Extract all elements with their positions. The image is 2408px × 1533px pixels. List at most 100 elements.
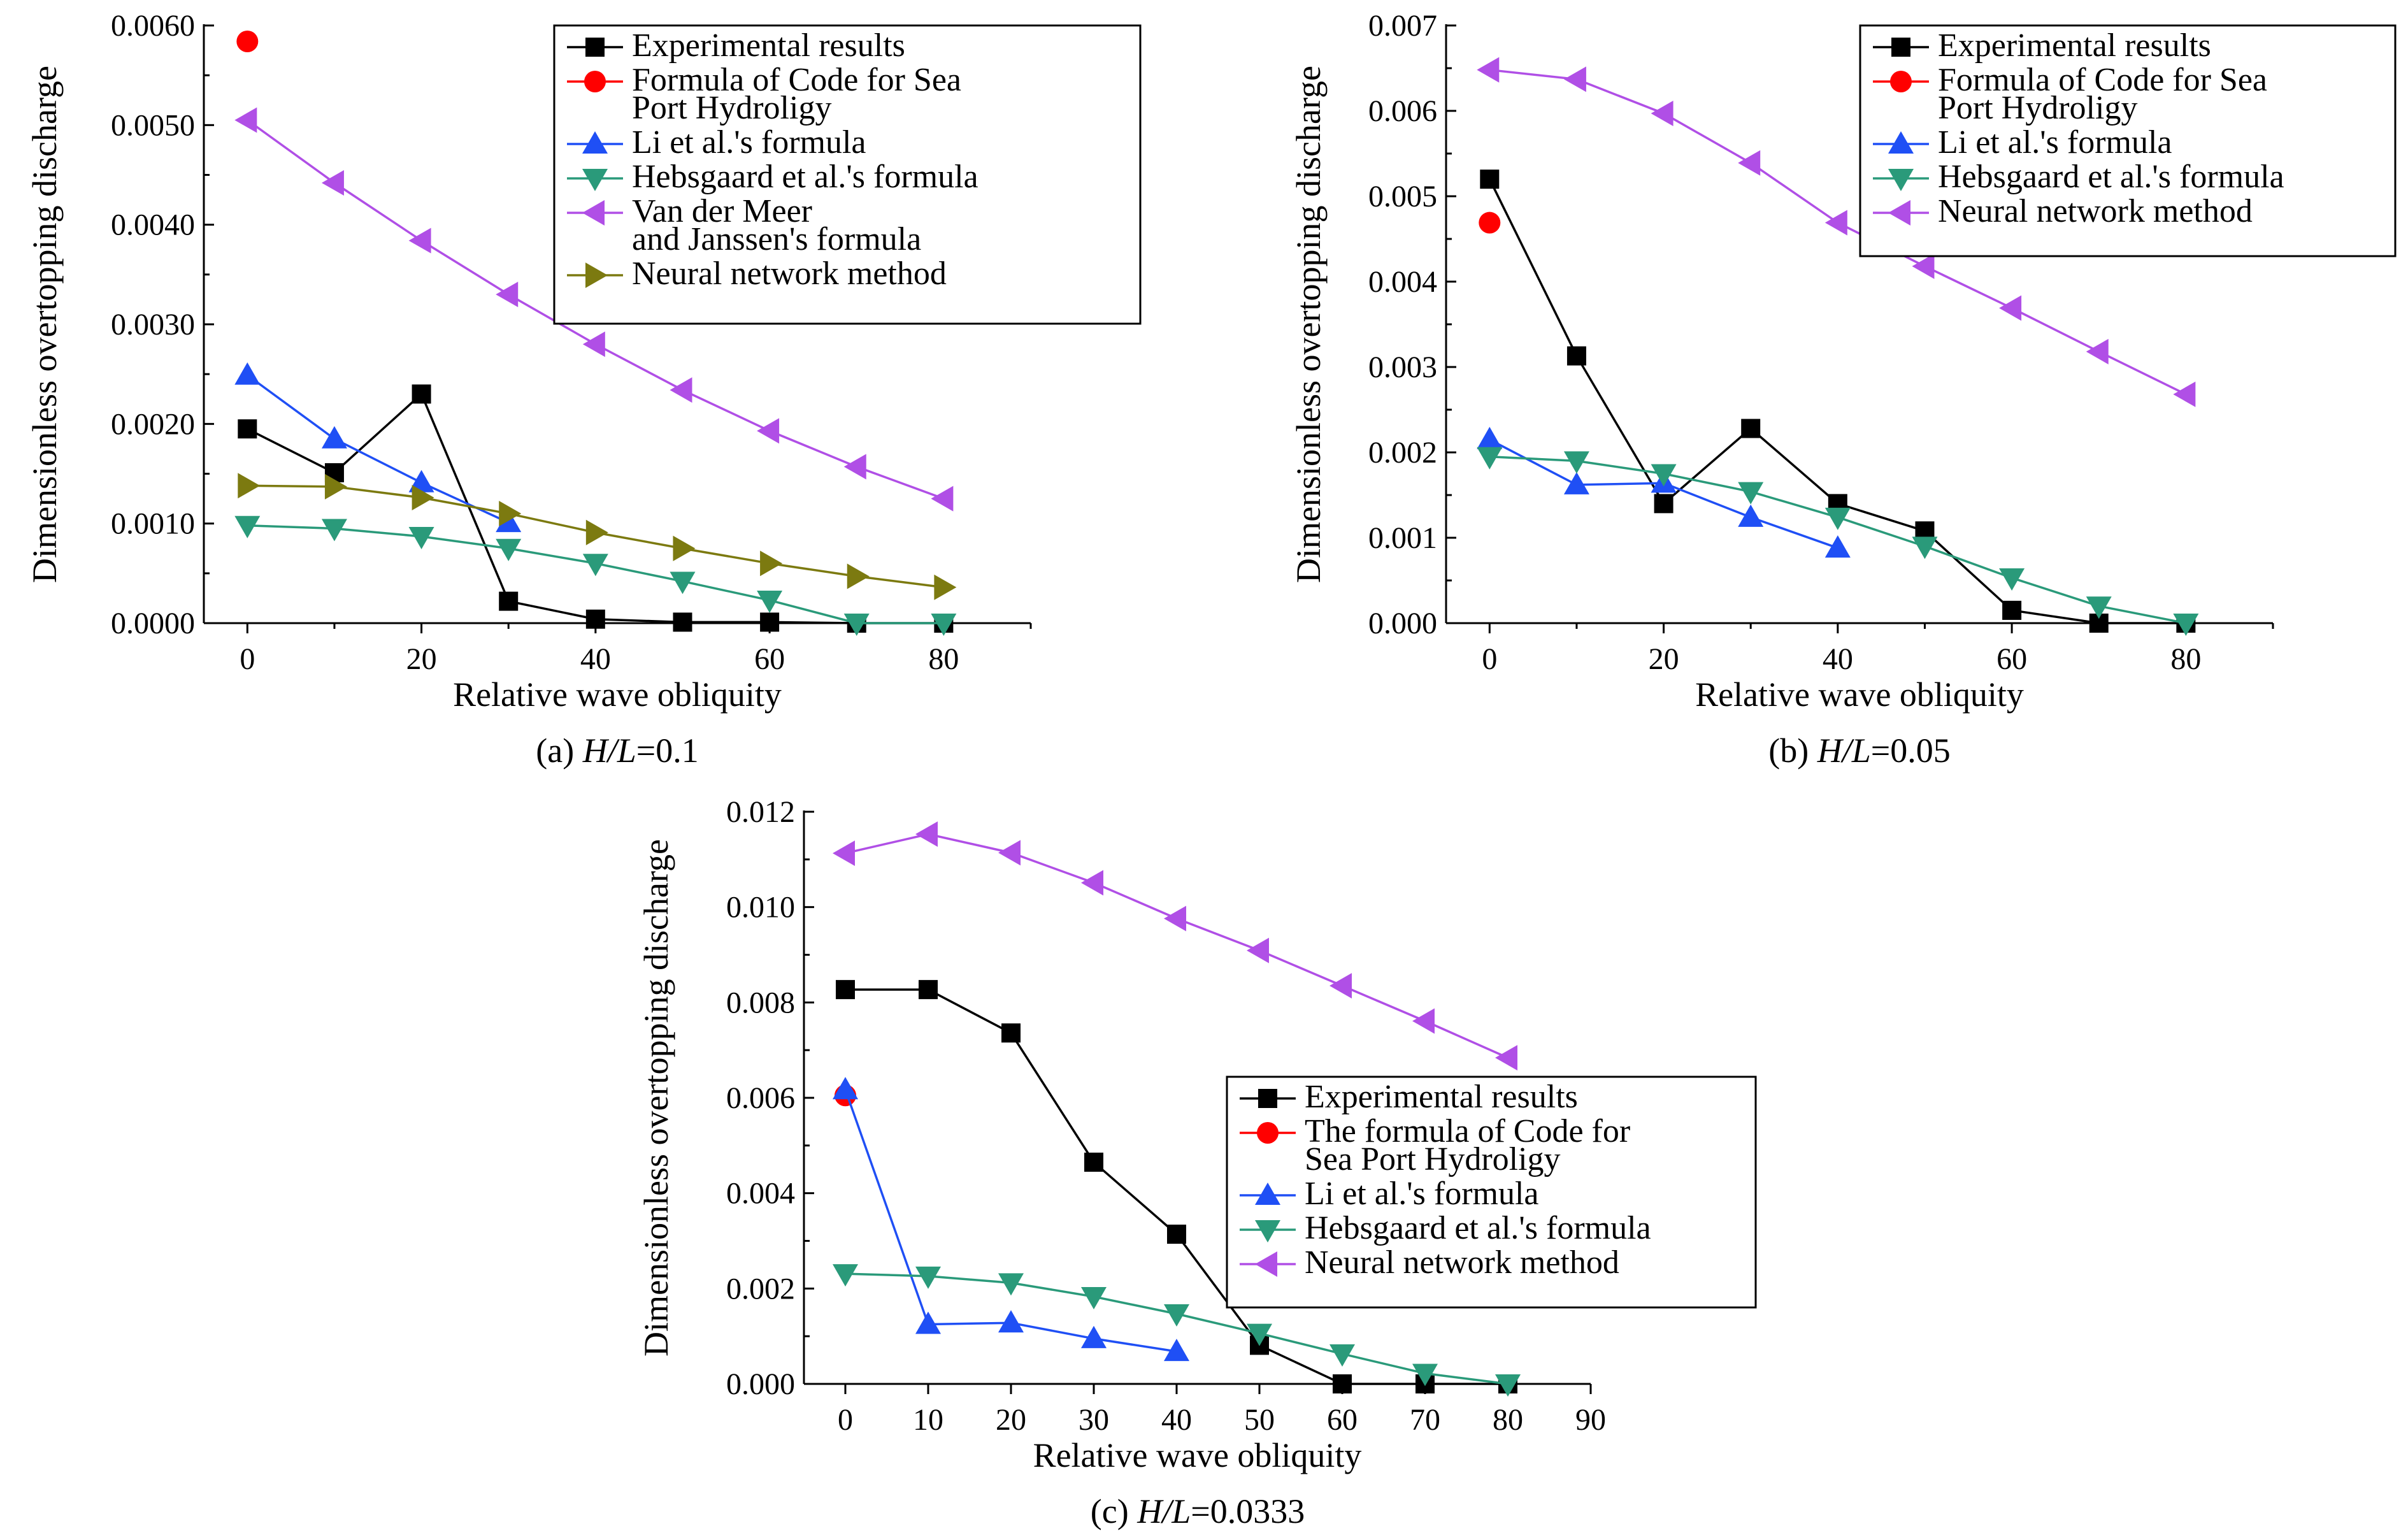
data-point [324, 473, 347, 500]
data-point [915, 821, 938, 847]
data-point [2173, 381, 2196, 407]
data-point [670, 572, 696, 594]
series [238, 473, 957, 600]
panel-caption: (c) H/L=0.0333 [1091, 1492, 1305, 1530]
chart-panel: 0.000 0.001 0.002 0.003 0.004 0.005 0.006 0.007… [1289, 9, 2397, 770]
data-point [760, 612, 780, 632]
legend-label: The formula of Code for Sea Port Hydrolig… [1305, 1113, 1630, 1177]
legend-label: Experimental results [632, 27, 905, 64]
legend-marker [1891, 38, 1910, 57]
legend-label: Experimental results [1938, 27, 2211, 64]
y-tick-label: 0.000 [1368, 607, 1437, 640]
x-tick-label: 50 [1244, 1403, 1275, 1437]
data-point [1495, 1045, 1517, 1071]
caption-suffix: =0.0333 [1191, 1492, 1305, 1530]
data-point [1824, 535, 1851, 558]
legend-label: Experimental results [1305, 1079, 1578, 1115]
data-point [1333, 1374, 1352, 1393]
x-tick-label: 80 [2170, 642, 2201, 676]
chart-panel: 0.000 0.002 0.004 0.006 0.008 0.010 0.012 0 10 20… [637, 795, 1757, 1530]
series-line [845, 833, 1509, 1059]
series [234, 515, 957, 636]
data-point [1081, 1287, 1107, 1310]
legend-box [1226, 1076, 1757, 1309]
data-point [2086, 338, 2109, 364]
legend-label-line: Port Hydroligy [1938, 90, 2137, 126]
data-point [1477, 447, 1503, 470]
data-point [760, 551, 783, 577]
y-axis-title: Dimensionless overtopping discharge [1289, 66, 1328, 583]
data-point [238, 419, 257, 439]
legend-label: Li et al.'s formula [1938, 124, 2172, 161]
data-point [496, 538, 522, 561]
legend-marker [585, 263, 608, 288]
chart-panel: 0.0000 0.0010 0.0020 0.0030 0.0040 0.0050 0.00… [25, 9, 1142, 770]
data-point [408, 227, 431, 254]
legend-marker [1258, 1089, 1277, 1108]
x-tick-label: 80 [928, 642, 959, 676]
y-tick-label: 0.0050 [111, 108, 195, 142]
data-point [1824, 507, 1851, 530]
series [833, 1264, 1521, 1397]
data-point [321, 519, 347, 542]
series [1477, 447, 2199, 636]
data-point [2002, 600, 2022, 620]
data-point [1495, 1374, 1521, 1397]
x-axis-title: Relative wave obliquity [1695, 675, 2024, 714]
data-point [1912, 536, 1938, 559]
data-point [2173, 614, 2199, 636]
series [1477, 57, 2196, 407]
legend-label-line: Port Hydroligy [632, 90, 831, 126]
series [236, 31, 259, 53]
legend-marker [1888, 169, 1914, 191]
legend-label: Neural network method [1938, 193, 2253, 229]
legend-marker [1255, 1251, 1277, 1277]
series-line [247, 374, 509, 524]
data-point [1329, 973, 1352, 999]
legend-label: Van der Meer and Janssen's formula [632, 193, 921, 257]
data-point [1477, 57, 1500, 83]
y-tick-label: 0.004 [726, 1177, 795, 1211]
legend-label-line: Formula of Code for Sea [1938, 62, 2267, 98]
x-axis-title: Relative wave obliquity [453, 675, 782, 714]
data-point [321, 426, 347, 449]
y-tick-label: 0.003 [1368, 350, 1437, 384]
x-tick-label: 80 [1493, 1403, 1523, 1437]
data-point [585, 519, 608, 545]
data-point [919, 980, 938, 1000]
legend-marker [582, 200, 605, 226]
x-tick-label: 20 [1649, 642, 1679, 676]
x-tick-label: 60 [1327, 1403, 1358, 1437]
data-point [234, 362, 261, 385]
data-point [582, 554, 608, 577]
data-point [931, 486, 954, 512]
legend-box [1859, 24, 2397, 257]
data-point [833, 840, 855, 867]
x-tick-label: 40 [580, 642, 611, 676]
data-point [1164, 1339, 1189, 1362]
data-point [1001, 1023, 1021, 1043]
data-point [1167, 1225, 1186, 1244]
data-point [757, 418, 780, 444]
x-tick-label: 0 [1482, 642, 1497, 676]
data-point [1477, 426, 1503, 449]
data-point [238, 473, 261, 499]
y-tick-label: 0.007 [1368, 9, 1437, 43]
caption-italic: H/L [1136, 1492, 1191, 1530]
series [833, 1077, 1189, 1362]
data-point [496, 282, 519, 308]
data-point [1329, 1344, 1355, 1367]
data-point [757, 591, 783, 614]
y-tick-label: 0.001 [1368, 521, 1437, 555]
data-point [1738, 504, 1764, 527]
legend-marker [582, 131, 608, 154]
y-tick-label: 0.008 [726, 986, 795, 1019]
x-tick-label: 20 [996, 1403, 1026, 1437]
data-point [673, 612, 692, 632]
data-point [998, 1310, 1024, 1333]
legend-label: Neural network method [632, 256, 947, 292]
data-point [915, 1311, 941, 1334]
